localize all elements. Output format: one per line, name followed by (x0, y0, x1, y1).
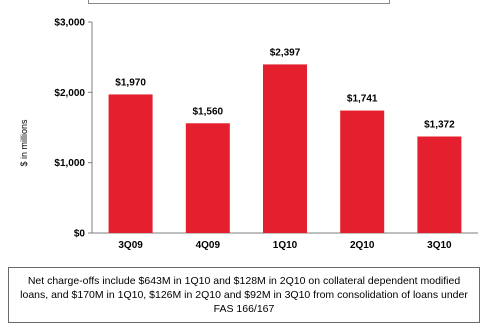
bar-3q10 (417, 136, 462, 233)
y-tick-label: $0 (74, 229, 86, 240)
x-tick-label: 3Q09 (118, 240, 143, 251)
y-tick-label: $3,000 (54, 18, 85, 29)
x-tick-label: 2Q10 (350, 240, 375, 251)
footnote-text: Net charge-offs include $643M in 1Q10 an… (20, 275, 468, 315)
x-tick-label: 3Q10 (427, 240, 452, 251)
y-axis-title: $ in millions (19, 119, 29, 167)
data-label: $1,970 (115, 77, 146, 88)
bar-4q09 (185, 123, 230, 233)
footnote-box: Net charge-offs include $643M in 1Q10 an… (8, 267, 480, 323)
y-ticks: $0 $1,000 $2,000 $3,000 (54, 18, 92, 240)
bars (108, 64, 462, 234)
bar-2q10 (340, 110, 385, 233)
y-tick-label: $1,000 (54, 158, 85, 169)
data-label: $1,560 (193, 106, 224, 117)
legend-box-remnant (88, 0, 390, 4)
y-axis-label: $ in millions (19, 119, 29, 167)
x-tick-label: 1Q10 (273, 240, 298, 251)
data-label: $2,397 (270, 47, 301, 58)
data-label: $1,372 (424, 120, 455, 131)
x-ticks: 3Q09 4Q09 1Q10 2Q10 3Q10 (118, 240, 452, 251)
bar-1q10 (263, 64, 307, 233)
data-labels: $1,970 $1,560 $2,397 $1,741 $1,372 (115, 47, 455, 130)
x-tick-label: 4Q09 (196, 240, 221, 251)
bar-3q09 (108, 94, 153, 234)
data-label: $1,741 (347, 94, 378, 105)
chart-canvas: $ in millions $0 $1,000 $2,000 $3,000 $1,97… (19, 18, 478, 251)
net-charge-offs-chart: $ in millions $0 $1,000 $2,000 $3,000 $1,97… (19, 18, 478, 251)
y-tick-label: $2,000 (54, 88, 85, 99)
